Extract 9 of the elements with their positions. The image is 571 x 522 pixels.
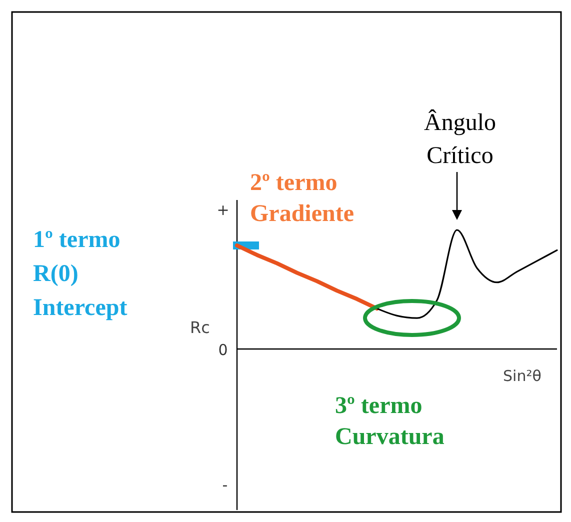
text: 1º termo R(0) Intercept <box>33 227 128 321</box>
text: - <box>222 476 228 494</box>
text: 3º termo Curvatura <box>335 393 444 450</box>
y-axis-title: Rc <box>190 318 210 337</box>
text: 0 <box>218 341 228 359</box>
text: + <box>216 201 230 219</box>
x-axis-title: Sin²θ <box>503 367 542 385</box>
text: Ângulo Crítico <box>424 109 496 169</box>
text: 2º termo Gradiente <box>250 170 354 227</box>
